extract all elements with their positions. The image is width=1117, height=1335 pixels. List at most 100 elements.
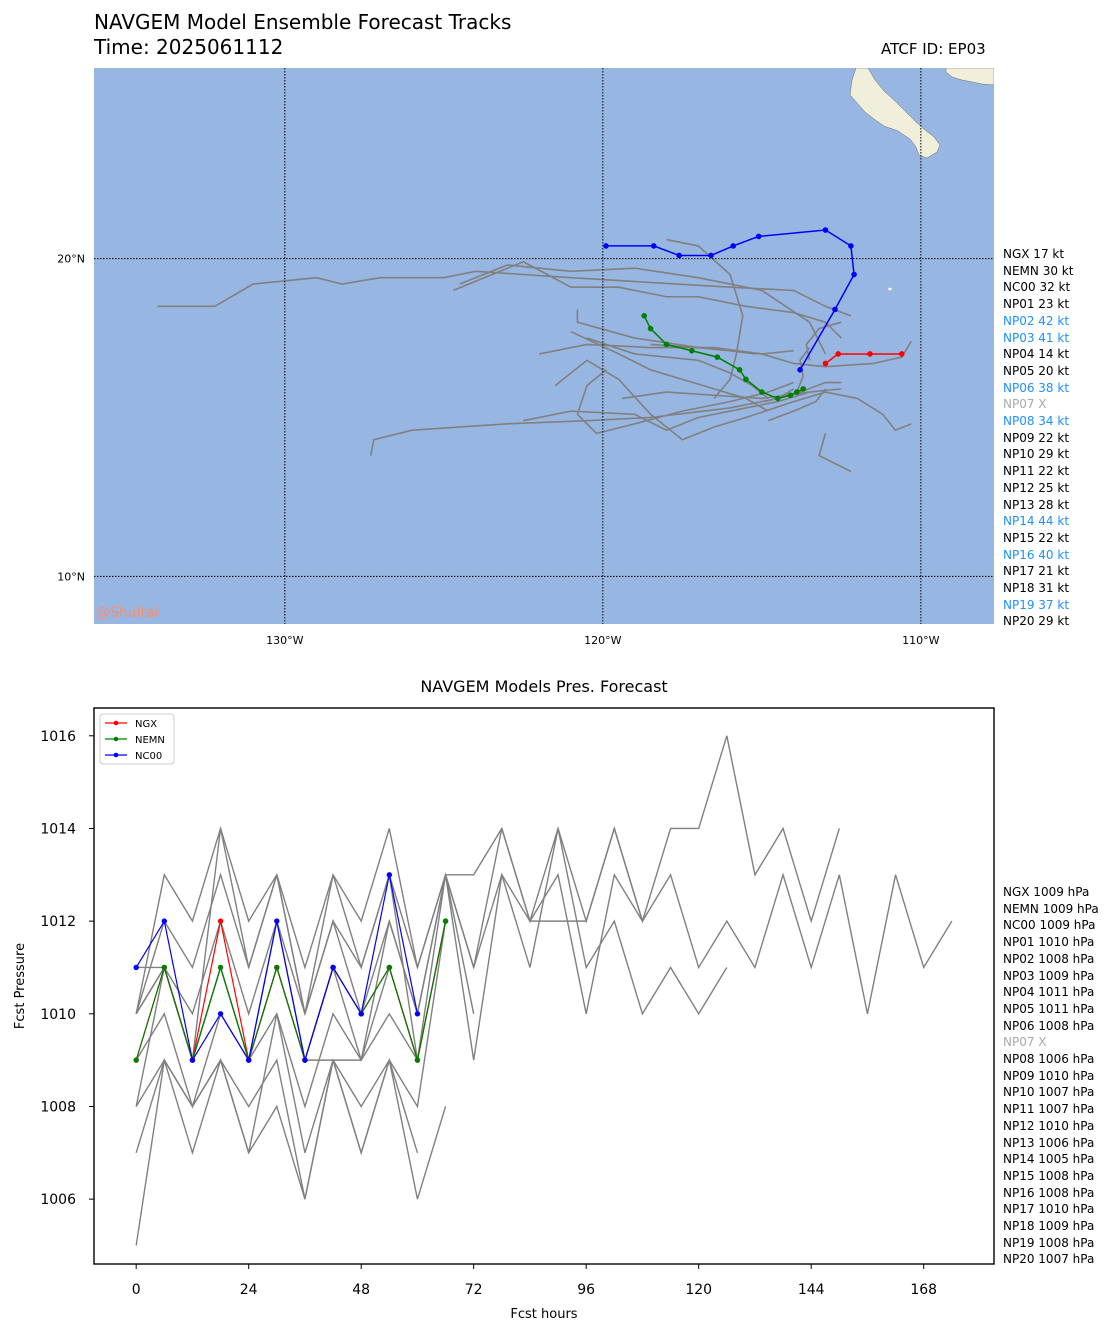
pressure-intensity-np03: NP03 1009 hPa xyxy=(1003,968,1095,983)
track-point-nemn xyxy=(647,325,654,332)
track-point-nc00 xyxy=(676,252,682,259)
pressure-line-np10 xyxy=(135,1058,447,1246)
pressure-intensity-np15: NP15 1008 hPa xyxy=(1003,1168,1095,1183)
pressure-intensity-np08: NP08 1006 hPa xyxy=(1003,1052,1095,1067)
x-tick-label: 0 xyxy=(132,1282,141,1298)
ocean-background xyxy=(94,68,994,624)
pressure-intensity-np12: NP12 1010 hPa xyxy=(1003,1118,1095,1133)
pressure-point-nc00 xyxy=(302,1057,308,1063)
y-tick-label: 1014 xyxy=(40,821,76,837)
track-point-ngx xyxy=(867,351,873,357)
y-tick-label: 1016 xyxy=(40,729,76,745)
track-point-nc00 xyxy=(755,233,762,240)
pressure-chart-title: NAVGEM Models Pres. Forecast xyxy=(420,677,668,696)
map-intensity-np16: NP16 40 kt xyxy=(1003,547,1070,562)
track-np01 xyxy=(157,270,852,317)
x-axis-label: Fcst hours xyxy=(510,1307,577,1322)
track-point-ngx xyxy=(835,351,841,357)
map-intensity-np14: NP14 44 kt xyxy=(1003,514,1070,529)
pressure-line-np01 xyxy=(135,735,840,1014)
y-tick-label: 1008 xyxy=(40,1099,76,1115)
track-point-ngx xyxy=(822,360,829,367)
atcf-id-label: ATCF ID: EP03 xyxy=(881,40,986,58)
track-point-nemn xyxy=(663,341,670,348)
mexico-mainland-land xyxy=(945,68,994,86)
pressure-plot-area xyxy=(94,708,994,1264)
pressure-point-nemn xyxy=(274,964,280,971)
pressure-point-nemn xyxy=(245,1057,252,1063)
track-point-nemn xyxy=(736,367,743,373)
track-point-nc00 xyxy=(822,227,829,233)
map-intensity-np20: NP20 29 kt xyxy=(1003,614,1070,629)
map-intensity-np08: NP08 34 kt xyxy=(1003,414,1070,429)
pressure-point-nemn xyxy=(330,964,336,971)
pressure-point-ngx xyxy=(386,964,393,971)
pressure-point-ngx xyxy=(358,1011,364,1017)
pressure-line-np09 xyxy=(135,1057,419,1200)
pressure-line-np02 xyxy=(135,826,953,1015)
track-point-ngx xyxy=(898,351,905,357)
track-point-nemn xyxy=(787,392,794,399)
watermark: @Shuitai xyxy=(96,605,158,621)
track-np18 xyxy=(570,330,769,412)
legend-label-nemn: NEMN xyxy=(135,735,165,746)
pressure-line-np04 xyxy=(136,872,644,1063)
pressure-point-ngx xyxy=(442,918,449,924)
track-point-nc00 xyxy=(730,243,737,249)
y-axis-label: Fcst Pressure xyxy=(13,943,28,1029)
track-point-nemn xyxy=(759,389,765,395)
pressure-point-nemn xyxy=(442,918,449,924)
track-point-nemn xyxy=(714,354,721,360)
track-np03 xyxy=(453,260,842,339)
y-tick-label: 1012 xyxy=(40,914,76,930)
pressure-intensity-np06: NP06 1008 hPa xyxy=(1003,1018,1095,1033)
pressure-intensity-np16: NP16 1008 hPa xyxy=(1003,1185,1095,1200)
map-intensity-np01: NP01 23 kt xyxy=(1003,297,1070,312)
pressure-point-ngx xyxy=(245,1057,252,1063)
pressure-line-np08 xyxy=(135,921,447,1154)
map-intensity-np13: NP13 28 kt xyxy=(1003,497,1070,512)
pressure-intensity-np14: NP14 1005 hPa xyxy=(1003,1152,1095,1167)
track-np12 xyxy=(554,359,912,441)
x-tick-label: 120 xyxy=(685,1282,712,1298)
legend-marker-ngx xyxy=(113,720,119,726)
pressure-intensity-np01: NP01 1010 hPa xyxy=(1003,935,1095,950)
lon-tick-label: 130°W xyxy=(266,634,303,647)
map-intensity-nc00: NC00 32 kt xyxy=(1003,280,1071,295)
pressure-point-nemn xyxy=(302,1057,308,1063)
pressure-point-nemn xyxy=(414,1057,421,1063)
track-np13 xyxy=(539,340,913,368)
track-point-nemn xyxy=(743,376,749,383)
baja-california-land xyxy=(849,68,941,159)
pressure-point-nemn xyxy=(133,1057,139,1063)
pressure-point-nemn xyxy=(161,964,168,971)
map-intensity-np17: NP17 21 kt xyxy=(1003,564,1070,579)
pressure-intensity-list: NGX 1009 hPa NEMN 1009 hPa NC00 1009 hPa NP… xyxy=(1003,884,1099,1268)
track-np10 xyxy=(576,369,794,435)
track-ngx xyxy=(824,353,902,365)
map-intensity-np05: NP05 20 kt xyxy=(1003,363,1070,378)
track-point-nc00 xyxy=(650,243,657,249)
pressure-point-nc00 xyxy=(189,1057,196,1063)
pressure-point-ngx xyxy=(161,964,168,971)
pressure-intensity-np09: NP09 1010 hPa xyxy=(1003,1068,1095,1083)
pressure-intensity-np19: NP19 1008 hPa xyxy=(1003,1235,1095,1250)
map-intensity-np19: NP19 37 kt xyxy=(1003,597,1070,612)
legend-label-ngx: NGX xyxy=(135,719,157,730)
pressure-point-nemn xyxy=(217,964,224,971)
island-marker xyxy=(888,287,892,291)
pressure-point-nc00 xyxy=(386,872,393,878)
pressure-point-ngx xyxy=(414,1057,421,1063)
pressure-point-nc00 xyxy=(358,1011,364,1017)
pressure-line-nemn xyxy=(135,921,447,1063)
pressure-point-nc00 xyxy=(217,1011,224,1017)
track-np06 xyxy=(586,337,769,400)
map-intensity-np09: NP09 22 kt xyxy=(1003,430,1070,445)
map-intensity-ngx: NGX 17 kt xyxy=(1003,247,1065,261)
pressure-plot-frame xyxy=(93,707,995,1265)
chart-title: NAVGEM Model Ensemble Forecast Tracks xyxy=(94,10,512,34)
pressure-intensity-np10: NP10 1007 hPa xyxy=(1003,1085,1095,1100)
lat-tick-label: 20°N xyxy=(57,253,85,266)
y-tick-label: 1006 xyxy=(40,1192,76,1208)
pressure-intensity-np17: NP17 1010 hPa xyxy=(1003,1202,1095,1217)
